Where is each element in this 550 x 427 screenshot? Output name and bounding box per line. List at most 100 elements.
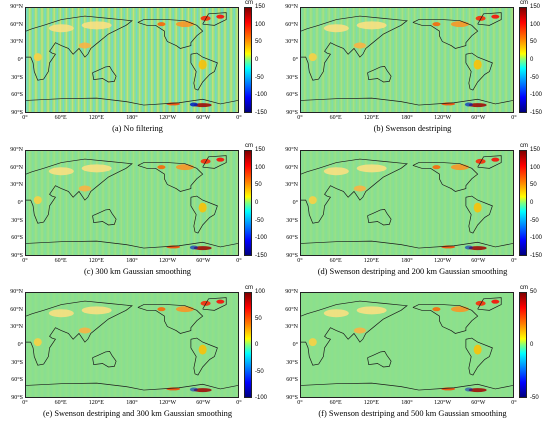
lat-label: 60°N bbox=[285, 21, 298, 28]
colorbar-tick: 150 bbox=[255, 4, 266, 10]
lat-label: 0° bbox=[17, 57, 23, 63]
lat-label: 90°N bbox=[10, 4, 23, 10]
lon-label: 120°W bbox=[434, 258, 452, 264]
coastline bbox=[137, 162, 204, 192]
lat-label: 60°S bbox=[286, 377, 298, 384]
lon-label: 180° bbox=[126, 115, 138, 121]
colorbar bbox=[519, 7, 527, 113]
coastline bbox=[412, 162, 479, 192]
lat-label: 60°S bbox=[11, 377, 23, 384]
coastline bbox=[190, 195, 218, 234]
lon-label: 60°E bbox=[329, 115, 342, 121]
coastline bbox=[477, 155, 502, 169]
colorbar-tick: 0 bbox=[530, 200, 534, 206]
lat-label: 0° bbox=[292, 57, 298, 63]
colorbar-tick: 100 bbox=[255, 289, 266, 295]
coastline bbox=[301, 97, 513, 106]
mass-anomaly-map bbox=[300, 150, 514, 256]
colorbar bbox=[519, 150, 527, 256]
lat-label: 0° bbox=[292, 342, 298, 348]
coastline bbox=[26, 15, 133, 81]
coastline bbox=[367, 65, 392, 83]
colorbar-tick: -50 bbox=[530, 395, 539, 401]
coastline bbox=[26, 240, 238, 249]
colorbar-tick: 0 bbox=[255, 342, 259, 348]
lat-label: 90°N bbox=[10, 289, 23, 295]
lon-label: 60°W bbox=[196, 115, 211, 121]
lat-label: 60°S bbox=[286, 235, 298, 242]
map-panel: 90°N 60°N 30°N 0° 30°S 60°S 90°S 0° 60°E 120°E 180… bbox=[275, 0, 550, 142]
mass-anomaly-map bbox=[25, 150, 239, 256]
coastline bbox=[477, 297, 502, 311]
map-panel: 90°N 60°N 30°N 0° 30°S 60°S 90°S 0° 60°E 120°E 180… bbox=[0, 285, 275, 427]
coastline bbox=[301, 240, 513, 249]
colorbar-tick: -150 bbox=[255, 110, 268, 116]
colorbar-tick: 150 bbox=[530, 147, 541, 153]
lon-label: 0° bbox=[297, 400, 303, 406]
colorbar-tick: 50 bbox=[530, 39, 537, 46]
lat-label: 30°S bbox=[286, 74, 298, 81]
lat-label: 0° bbox=[292, 200, 298, 206]
colorbar-tick: 50 bbox=[255, 182, 262, 189]
panel-caption: (c) 300 km Gaussian smoothing bbox=[83, 267, 191, 276]
lon-label: 120°E bbox=[88, 115, 104, 121]
coastline bbox=[26, 158, 133, 224]
colorbar-tick: 50 bbox=[255, 315, 262, 322]
lat-label: 90°S bbox=[286, 253, 298, 259]
mass-anomaly-map bbox=[300, 292, 514, 398]
lat-label: 30°N bbox=[10, 182, 23, 189]
colorbar-tick: -150 bbox=[255, 253, 268, 259]
coastline bbox=[92, 65, 117, 83]
colorbar-tick: 50 bbox=[530, 182, 537, 189]
colorbar-tick: 100 bbox=[530, 164, 541, 171]
panel-caption: (a) No filtering bbox=[112, 124, 163, 133]
lat-label: 60°N bbox=[10, 21, 23, 28]
lon-label: 0° bbox=[236, 258, 242, 264]
coastline bbox=[26, 300, 133, 366]
lon-label: 120°E bbox=[363, 400, 379, 406]
colorbar-tick: -50 bbox=[530, 74, 539, 81]
coastline bbox=[301, 15, 408, 81]
lat-label: 90°N bbox=[285, 289, 298, 295]
coastline bbox=[137, 304, 204, 334]
colorbar bbox=[244, 150, 252, 256]
coastline bbox=[301, 158, 408, 224]
lat-label: 60°N bbox=[285, 164, 298, 171]
lat-label: 90°S bbox=[286, 110, 298, 116]
lon-label: 180° bbox=[126, 400, 138, 406]
coastline bbox=[465, 52, 493, 91]
lat-label: 30°N bbox=[285, 324, 298, 331]
lat-label: 0° bbox=[17, 200, 23, 206]
lon-label: 120°W bbox=[159, 400, 177, 406]
lon-label: 0° bbox=[22, 115, 28, 121]
panel-caption: (d) Swenson destriping and 200 km Gaussi… bbox=[317, 267, 508, 276]
lon-label: 180° bbox=[401, 115, 413, 121]
lon-label: 0° bbox=[297, 115, 303, 121]
lat-label: 90°S bbox=[11, 110, 23, 116]
lon-label: 120°W bbox=[159, 258, 177, 264]
colorbar-tick: 100 bbox=[255, 164, 266, 171]
lat-label: 60°S bbox=[11, 92, 23, 99]
lon-label: 0° bbox=[511, 115, 517, 121]
colorbar-tick: -150 bbox=[530, 253, 543, 259]
colorbar-tick: -100 bbox=[255, 395, 268, 401]
lat-label: 90°N bbox=[285, 4, 298, 10]
lon-label: 60°E bbox=[54, 258, 67, 264]
mass-anomaly-map bbox=[300, 7, 514, 113]
lat-label: 30°N bbox=[10, 324, 23, 331]
colorbar-tick: -100 bbox=[255, 92, 268, 99]
lon-label: 60°W bbox=[196, 258, 211, 264]
lat-label: 30°S bbox=[11, 217, 23, 224]
lon-label: 0° bbox=[511, 258, 517, 264]
coastline bbox=[412, 304, 479, 334]
lat-label: 90°S bbox=[286, 395, 298, 401]
coastline bbox=[137, 19, 204, 49]
mass-anomaly-map bbox=[25, 292, 239, 398]
lat-label: 90°S bbox=[11, 395, 23, 401]
lat-label: 60°N bbox=[285, 306, 298, 313]
lon-label: 120°E bbox=[363, 258, 379, 264]
colorbar-tick: 100 bbox=[530, 21, 541, 28]
panel-caption: (e) Swenson destriping and 300 km Gaussi… bbox=[42, 409, 233, 418]
panel-caption: (f) Swenson destriping and 500 km Gaussi… bbox=[318, 409, 507, 418]
lon-label: 60°E bbox=[54, 115, 67, 121]
